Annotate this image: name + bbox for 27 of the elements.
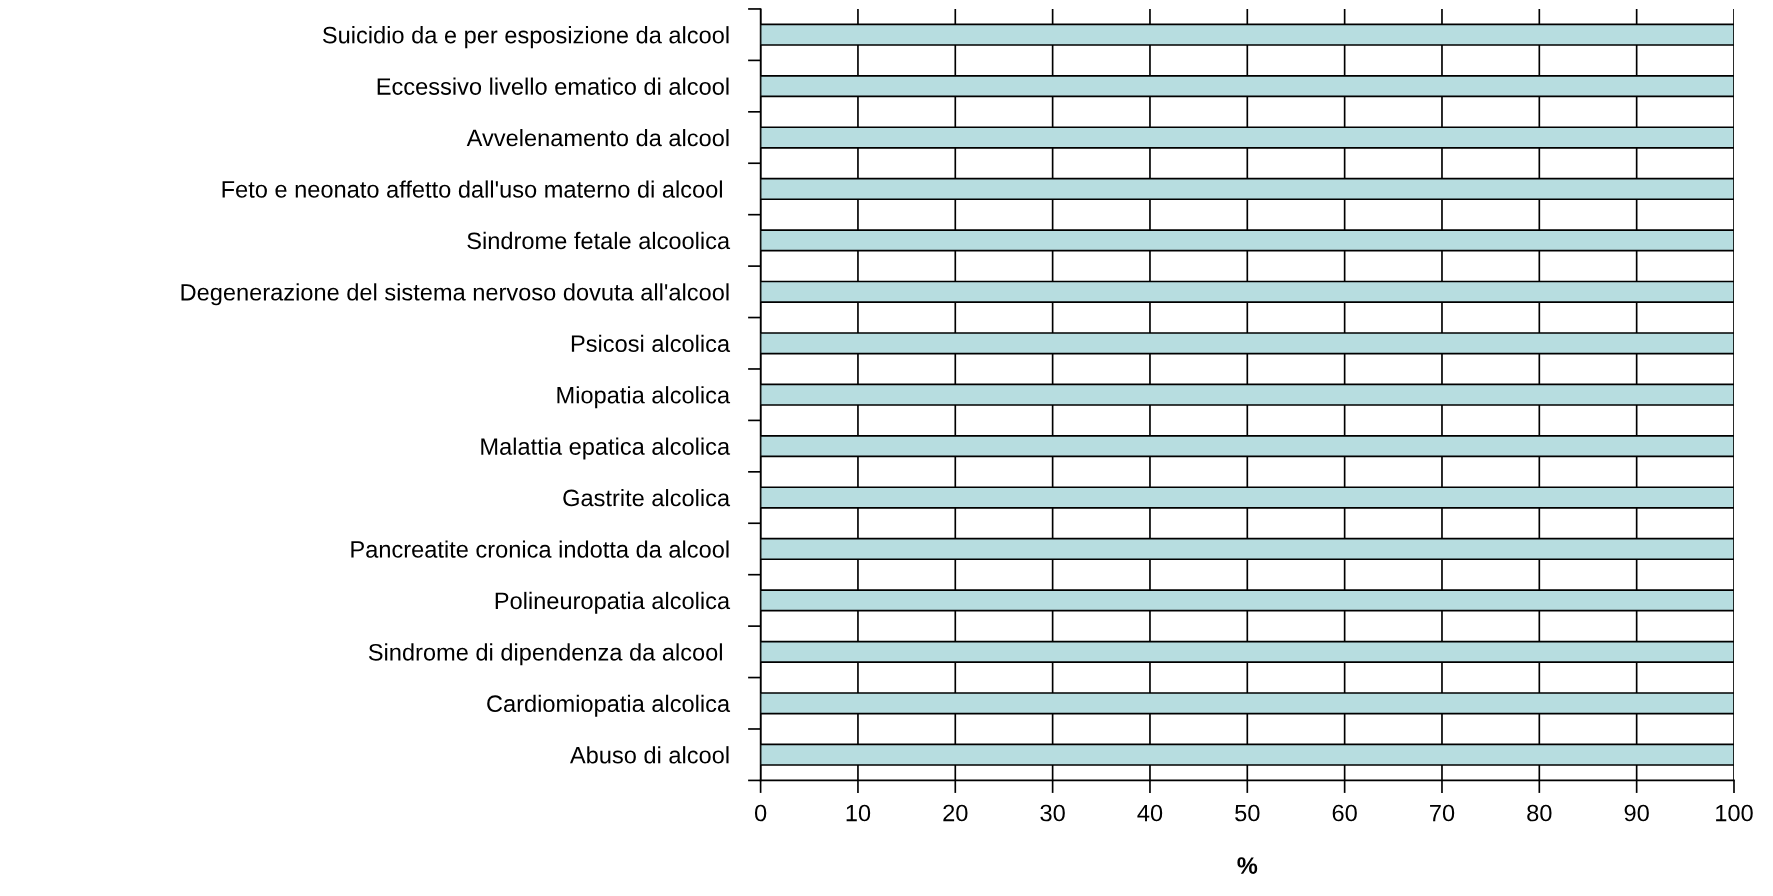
x-tick-label: 70 — [1430, 804, 1455, 822]
y-tick-label: Sindrome di dipendenza da alcool — [368, 643, 722, 666]
x-tick-label: 90 — [1624, 804, 1649, 822]
y-tick-label: Cardiomiopatia alcolica — [487, 694, 731, 717]
y-tick-label: Gastrite alcolica — [563, 488, 731, 507]
x-tick-label: 30 — [1040, 804, 1065, 822]
y-tick-label: Malattia epatica alcolica — [481, 437, 731, 460]
y-tick-label: Sindrome fetale alcoolica — [467, 231, 731, 250]
x-tick-label: 60 — [1332, 804, 1357, 822]
y-tick-label: Miopatia alcolica — [557, 386, 731, 409]
x-tick-label: 80 — [1527, 804, 1552, 822]
x-tick-label: 20 — [943, 804, 968, 822]
y-tick-label: Abuso di alcool — [569, 746, 729, 764]
y-tick-label: Pancreatite cronica indotta da alcool — [351, 540, 729, 558]
x-tick-label: 10 — [846, 804, 871, 822]
x-tick-label: 50 — [1235, 804, 1260, 822]
y-tick-label: Feto e neonato affetto dall'uso materno di alcool — [222, 180, 722, 198]
x-tick-label: 0 — [754, 804, 767, 822]
x-tick-label: 100 — [1716, 804, 1753, 822]
y-tick-label: Avvelenamento da alcool — [466, 128, 729, 147]
x-tick-label: 40 — [1137, 804, 1163, 822]
y-tick-label: Psicosi alcolica — [571, 334, 731, 353]
y-tick-label: Eccessivo livello ematico di alcool — [377, 77, 729, 95]
x-axis-title: % — [1237, 857, 1258, 874]
y-tick-label: Degenerazione del sistema nervoso dovuta all'alcool — [181, 283, 729, 306]
y-tick-label: Suicidio da e per esposizione da alcool — [322, 26, 729, 49]
y-tick-label: Polineuropatia alcolica — [495, 591, 731, 614]
